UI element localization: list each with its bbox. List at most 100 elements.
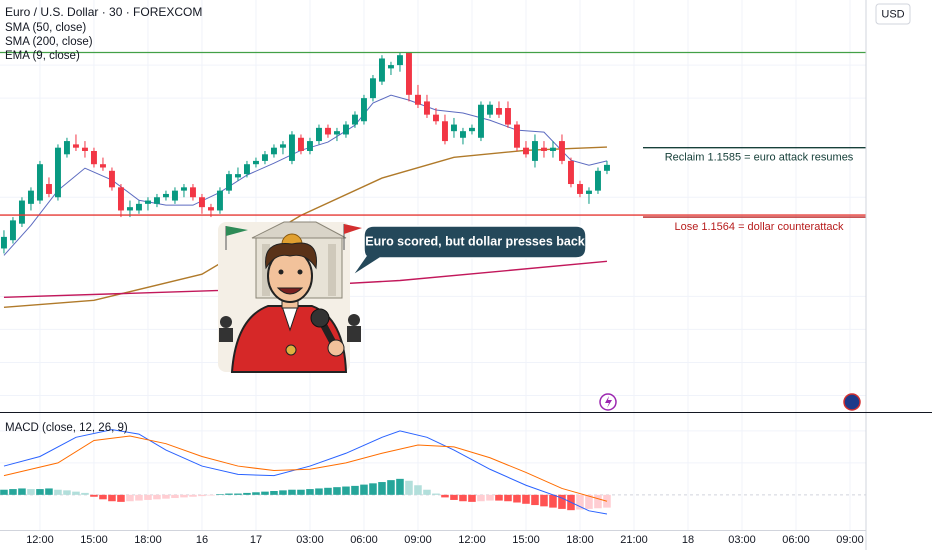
macd-title: MACD (close, 12, 26, 9) bbox=[5, 422, 128, 434]
candle-body bbox=[189, 187, 196, 198]
histogram-bar bbox=[198, 494, 206, 497]
histogram-bar bbox=[144, 494, 152, 500]
microphone bbox=[310, 308, 330, 328]
column bbox=[262, 244, 270, 296]
legend-entry: EMA (9, close) bbox=[5, 50, 80, 62]
candle-body bbox=[279, 144, 286, 148]
candle-body bbox=[478, 104, 484, 138]
histogram-bar bbox=[486, 494, 494, 501]
histogram-bar bbox=[468, 494, 476, 502]
candle-body bbox=[153, 197, 160, 204]
histogram-bar bbox=[297, 489, 305, 495]
candle-body bbox=[568, 160, 574, 185]
crowd bbox=[220, 316, 232, 328]
histogram-bar bbox=[27, 489, 35, 495]
candle-body bbox=[180, 187, 187, 191]
histogram-bar bbox=[306, 489, 314, 495]
histogram-bar bbox=[342, 486, 350, 495]
candle-body bbox=[451, 124, 457, 132]
candle-body bbox=[234, 174, 241, 178]
histogram-bar bbox=[18, 488, 26, 495]
candle-body bbox=[9, 220, 16, 241]
x-tick-label: 09:00 bbox=[404, 534, 432, 546]
hair bbox=[265, 242, 317, 270]
currency: USD bbox=[881, 8, 904, 20]
candle-body bbox=[586, 190, 592, 194]
candle-body bbox=[442, 121, 448, 142]
candle-body bbox=[604, 164, 610, 171]
candle-body bbox=[523, 147, 529, 155]
x-tick-label: 12:00 bbox=[458, 534, 486, 546]
candle-body bbox=[171, 190, 178, 201]
histogram-bar bbox=[378, 482, 386, 495]
level-note: Reclaim 1.1585 = euro attack resumes bbox=[665, 152, 854, 164]
histogram-bar bbox=[423, 489, 431, 495]
candle-body bbox=[387, 65, 394, 69]
candle-body bbox=[225, 174, 232, 191]
histogram-bar bbox=[135, 494, 143, 501]
histogram-bar bbox=[387, 480, 395, 495]
candle-body bbox=[351, 114, 358, 125]
histogram-bar bbox=[225, 493, 233, 495]
histogram-bar bbox=[180, 494, 188, 498]
histogram-bar bbox=[90, 494, 98, 497]
candle-body bbox=[315, 127, 322, 142]
histogram-bar bbox=[594, 494, 602, 509]
candle-body bbox=[216, 190, 223, 211]
histogram-bar bbox=[405, 480, 413, 495]
candle-body bbox=[324, 127, 331, 135]
candle-body bbox=[135, 203, 142, 211]
flag bbox=[344, 224, 362, 234]
histogram-bar bbox=[171, 494, 179, 499]
candle-body bbox=[63, 141, 70, 155]
histogram-bar bbox=[459, 494, 467, 502]
candle-body bbox=[126, 207, 133, 211]
series-line bbox=[3, 146, 607, 308]
x-tick-label: 06:00 bbox=[782, 534, 810, 546]
candle-body bbox=[144, 200, 151, 204]
histogram-bar bbox=[72, 491, 80, 495]
histogram-bar bbox=[207, 494, 215, 496]
flag-icon bbox=[843, 393, 861, 411]
histogram-bar bbox=[360, 484, 368, 495]
candle-body bbox=[360, 98, 367, 122]
candle-body bbox=[433, 114, 439, 122]
histogram-bar bbox=[432, 493, 440, 495]
flag bbox=[226, 226, 248, 236]
x-tick-label: 18:00 bbox=[566, 534, 594, 546]
candle-body bbox=[270, 147, 277, 155]
medal bbox=[285, 344, 297, 356]
x-tick-label: 17 bbox=[250, 534, 262, 546]
histogram-bar bbox=[288, 489, 296, 495]
candle-body bbox=[36, 164, 43, 201]
histogram-bar bbox=[333, 487, 341, 495]
histogram-bar bbox=[126, 494, 134, 502]
candle-body bbox=[261, 154, 268, 161]
bubble-shape bbox=[351, 225, 587, 277]
candle-body bbox=[469, 127, 475, 132]
chart-title: Euro / U.S. Dollar · 30 · FOREXCOM bbox=[5, 5, 202, 19]
histogram-bar bbox=[351, 485, 359, 495]
histogram-bar bbox=[576, 494, 584, 510]
candle-body bbox=[496, 108, 502, 115]
candle-body bbox=[0, 236, 7, 249]
histogram-bar bbox=[0, 489, 8, 495]
candle-body bbox=[45, 184, 52, 194]
candle-body bbox=[595, 170, 601, 191]
candle-body bbox=[54, 147, 61, 198]
eye bbox=[278, 269, 284, 275]
callout-text: Euro scored, but dollar presses back bbox=[365, 234, 585, 248]
histogram-bar bbox=[495, 494, 503, 501]
candle-body bbox=[532, 141, 538, 161]
candle-body bbox=[423, 101, 430, 115]
candle-body bbox=[297, 137, 304, 151]
candle-body bbox=[90, 150, 97, 165]
histogram-bar bbox=[117, 494, 125, 502]
histogram-bar bbox=[270, 491, 278, 495]
column bbox=[328, 244, 336, 296]
back-layer bbox=[0, 0, 866, 530]
candle-body bbox=[207, 207, 214, 211]
histogram-bar bbox=[477, 494, 485, 502]
histogram-bar bbox=[63, 490, 71, 495]
candle-body bbox=[99, 164, 106, 168]
